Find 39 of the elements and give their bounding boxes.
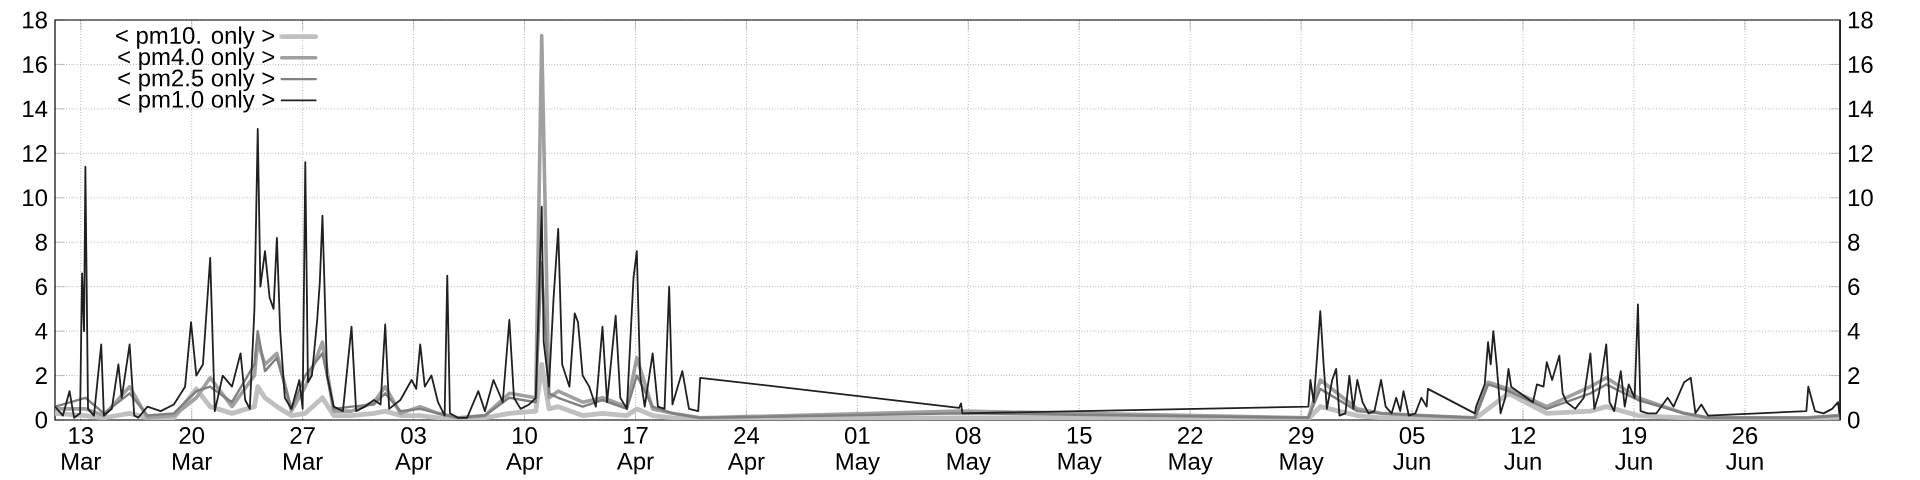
y2-tick-label: 16 [23,55,47,73]
y2-tick-label: 8 [35,233,47,251]
y2-tick-label: 12 [23,144,47,162]
y-tick-label: 2 [1848,367,1860,384]
x-tick-label: 20 Mar [173,427,212,470]
legend-label: < pm1.0 only > [118,90,275,113]
x-tick-label: 15 May [1058,427,1102,475]
x-tick-label: 13 Mar [62,427,101,470]
x-tick-label: 01 May [836,427,880,475]
y-tick-label: 12 [1848,144,1873,162]
x-tick-label: 10 Apr [505,427,543,475]
y-tick-label: 0 [1848,411,1860,429]
x-tick-label: 12 Jun [1504,427,1541,470]
x-tick-label: 22 May [1169,427,1213,475]
y-tick-label: 10 [1848,189,1873,207]
y2-tick-label: 2 [35,367,47,384]
y-tick-label: 8 [1848,233,1860,251]
y-tick-label: 14 [1848,100,1873,118]
y2-tick-label: 4 [35,322,48,340]
legend-label: < pm2.5 only > [118,68,275,92]
x-tick-label: 29 May [1280,427,1324,475]
x-tick-label: 26 Jun [1726,427,1763,470]
legend-label: < pm10. only > [116,26,275,49]
y-tick-label: 4 [1847,322,1860,340]
x-tick-label: 24 Apr [727,427,765,475]
y2-tick-label: 6 [35,278,47,296]
y-tick-label: 18 [1848,11,1873,29]
y2-tick-label: 14 [23,100,48,118]
x-tick-label: 05 Jun [1393,427,1430,470]
y2-tick-label: 10 [23,189,48,207]
x-tick-label: 19 Jun [1615,427,1652,470]
y-tick-label: 16 [1848,55,1873,73]
x-tick-label: 03 Apr [395,427,432,475]
x-tick-label: 08 May [947,427,991,475]
x-tick-label: 17 Apr [616,427,654,475]
y-tick-label: 6 [1848,278,1860,296]
y2-tick-label: 18 [23,11,47,29]
x-tick-label: 27 Mar [284,427,323,470]
y2-tick-label: 0 [35,411,48,429]
